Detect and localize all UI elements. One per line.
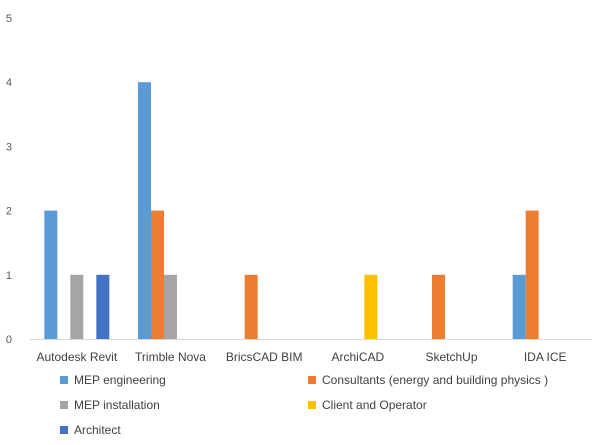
bar <box>96 274 110 339</box>
x-axis: Autodesk Revit Trimble Nova BricsCAD BIM Ar… <box>36 350 566 364</box>
bar <box>525 210 539 339</box>
y-tick-label: 3 <box>6 141 12 153</box>
category-label: IDA ICE <box>524 350 567 364</box>
y-tick-label: 4 <box>6 77 12 89</box>
bar <box>244 274 258 339</box>
category-label: SketchUp <box>425 350 477 364</box>
category-label: ArchiCAD <box>331 350 384 364</box>
category-label: Trimble Nova <box>135 350 206 364</box>
bar <box>512 274 526 339</box>
bar <box>44 210 58 339</box>
category-label: Autodesk Revit <box>36 350 117 364</box>
category-label: BricsCAD BIM <box>226 350 303 364</box>
y-tick-label: 1 <box>6 270 12 282</box>
y-tick-label: 2 <box>6 206 12 218</box>
y-tick-label: 0 <box>6 334 12 346</box>
bar <box>138 82 151 339</box>
bar <box>151 210 164 339</box>
bar <box>364 274 378 339</box>
bar <box>70 274 84 339</box>
bar-series <box>44 82 539 339</box>
bar <box>164 274 177 339</box>
y-axis: 0 1 2 3 4 5 <box>6 13 12 346</box>
y-tick-label: 5 <box>6 13 12 25</box>
bar <box>432 274 445 339</box>
